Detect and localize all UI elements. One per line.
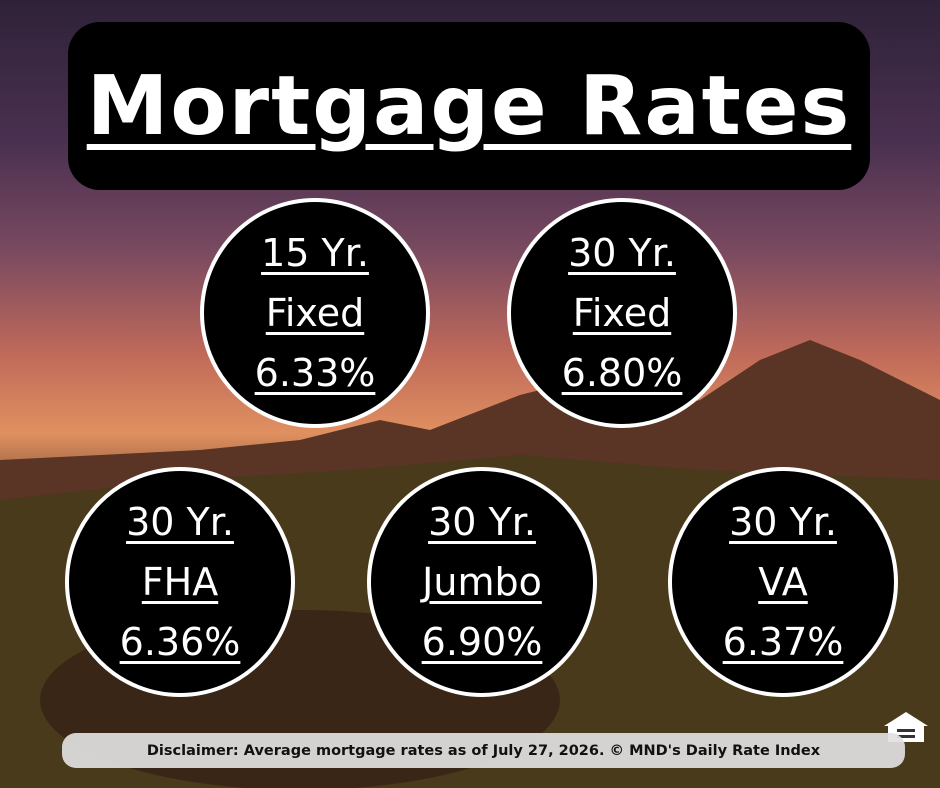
rate-type: FHA (141, 560, 219, 604)
rate-type: Fixed (265, 291, 365, 335)
title: Mortgage Rates (86, 58, 852, 154)
rate-type: Jumbo (422, 560, 542, 604)
rate-value: 6.36% (119, 620, 241, 664)
rate-value: 6.80% (561, 351, 683, 395)
rate-term: 15 Yr. (261, 231, 369, 275)
rate-circle: 30 Yr. VA 6.37% (668, 467, 898, 697)
rate-type: Fixed (572, 291, 672, 335)
rate-term: 30 Yr. (729, 500, 837, 544)
rate-term: 30 Yr. (126, 500, 234, 544)
rate-circle: 30 Yr. Fixed 6.80% (507, 198, 737, 428)
rate-circle: 15 Yr. Fixed 6.33% (200, 198, 430, 428)
disclaimer: Disclaimer: Average mortgage rates as of… (62, 733, 905, 768)
rate-value: 6.90% (421, 620, 543, 664)
rate-term: 30 Yr. (568, 231, 676, 275)
rate-value: 6.37% (722, 620, 844, 664)
rate-circle: 30 Yr. FHA 6.36% (65, 467, 295, 697)
rate-term: 30 Yr. (428, 500, 536, 544)
rate-type: VA (758, 560, 808, 604)
rate-value: 6.33% (254, 351, 376, 395)
rate-circle: 30 Yr. Jumbo 6.90% (367, 467, 597, 697)
title-box: Mortgage Rates (68, 22, 870, 190)
